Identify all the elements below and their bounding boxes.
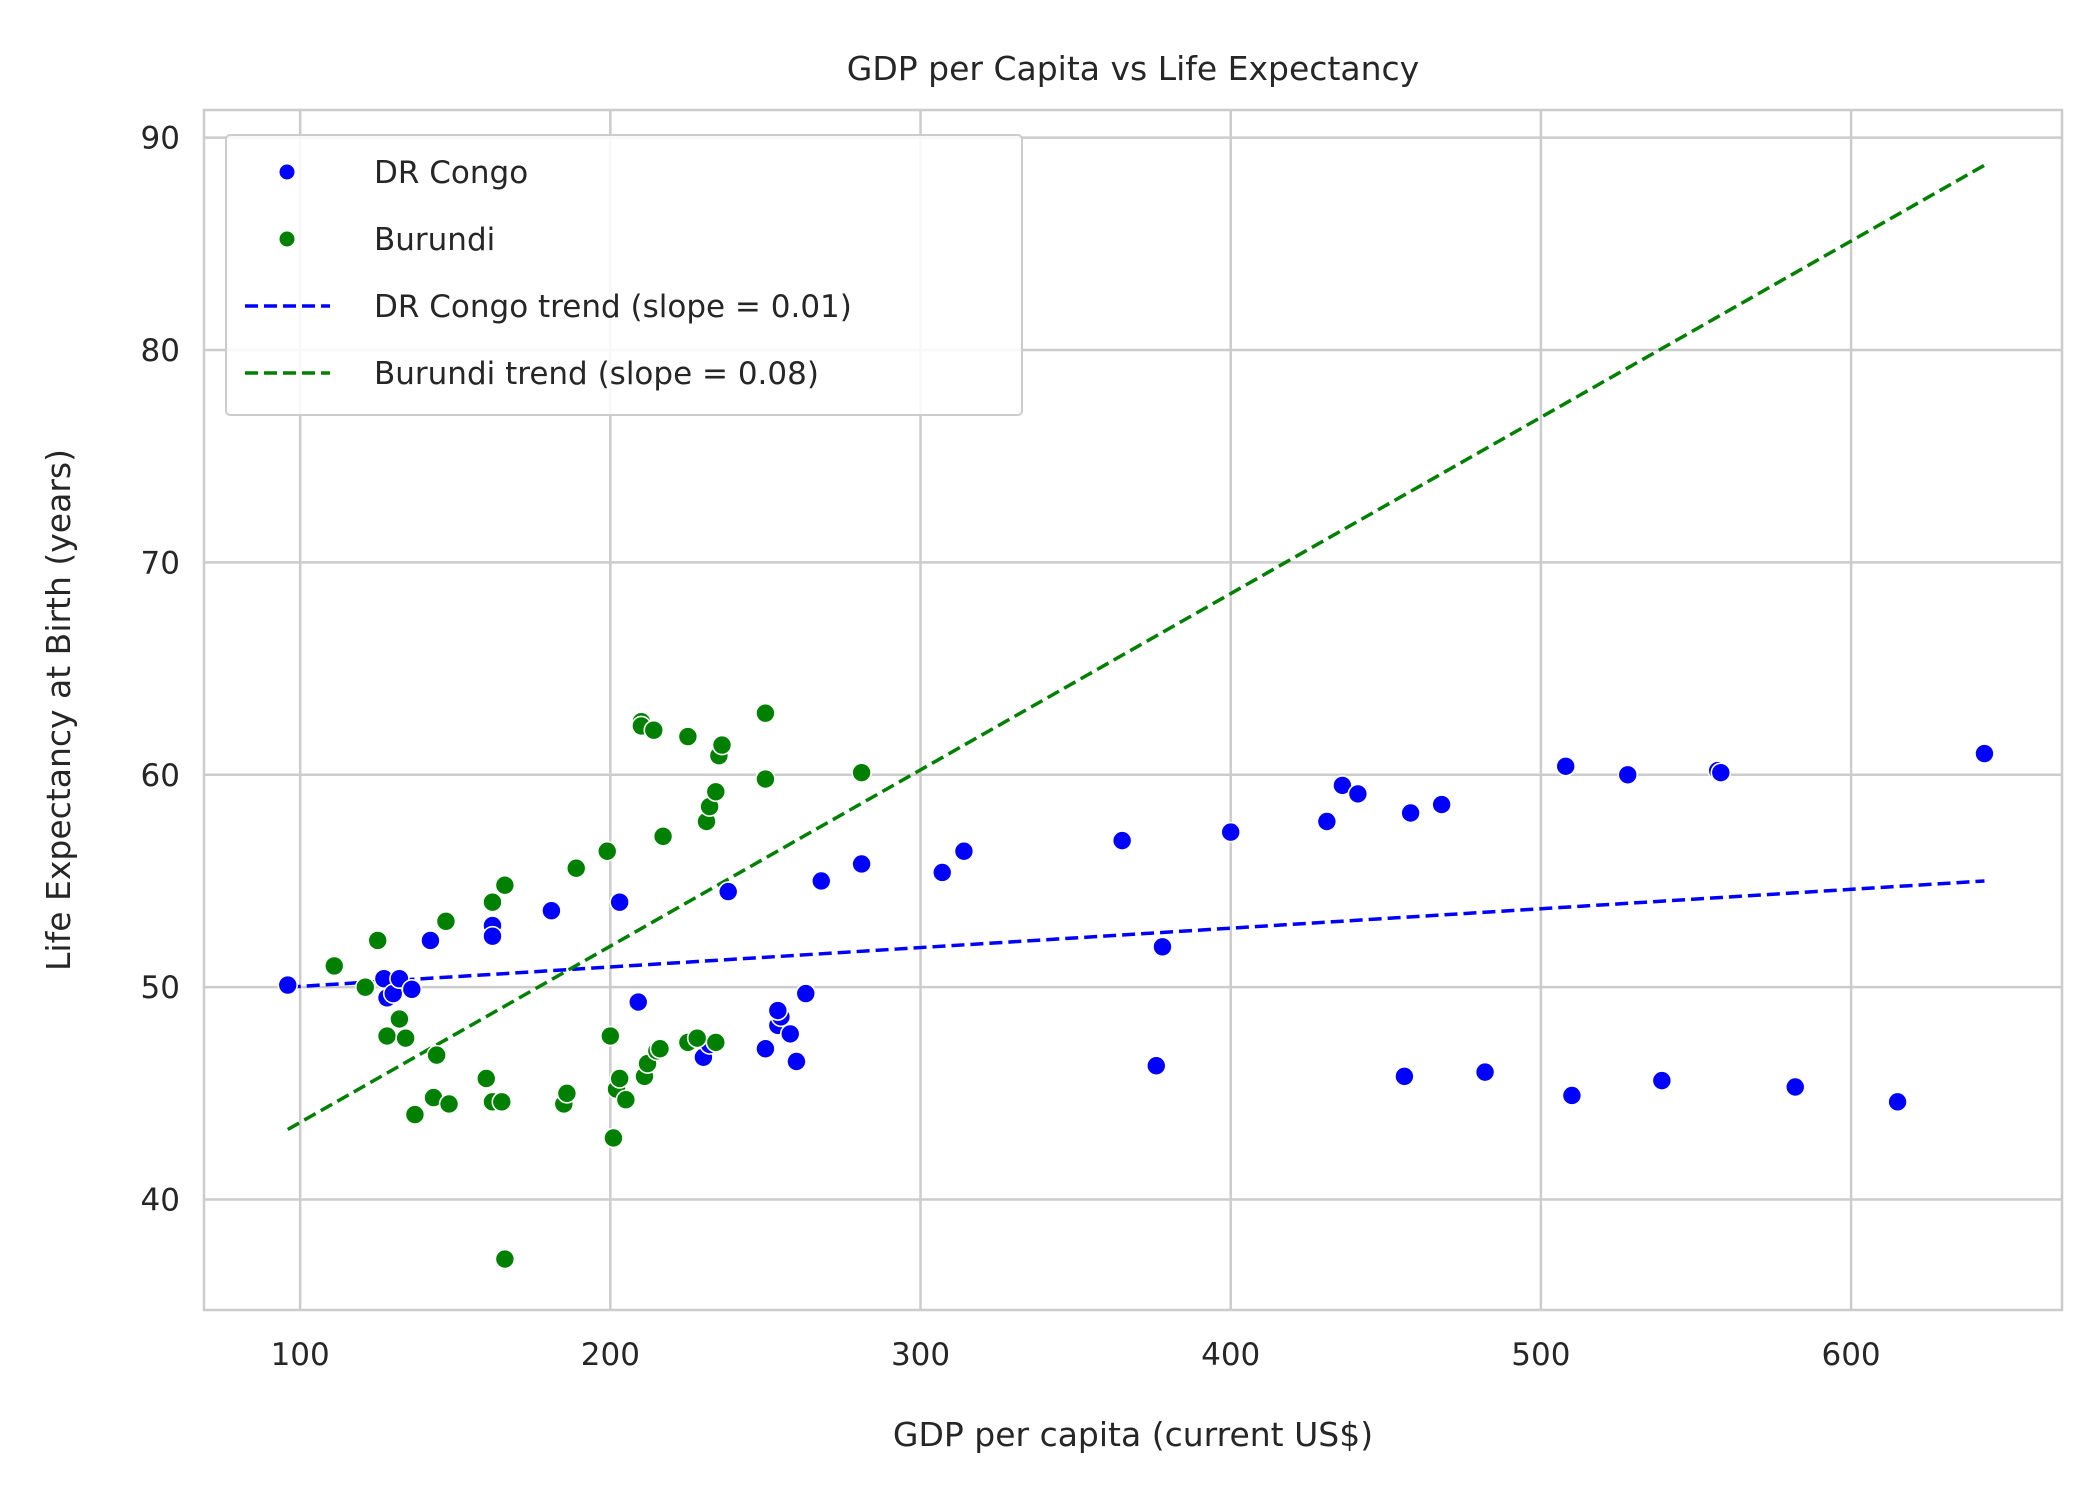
data-point-dr-congo <box>1784 1076 1806 1098</box>
trend-lines <box>286 163 1986 1131</box>
data-point-dr-congo <box>1474 1061 1496 1083</box>
data-point-burundi <box>494 874 516 896</box>
data-point-dr-congo <box>1555 755 1577 777</box>
data-point-burundi <box>354 976 376 998</box>
legend-label-dr-congo-trend: DR Congo trend (slope = 0.01) <box>374 289 852 325</box>
data-point-dr-congo <box>1145 1055 1167 1077</box>
data-point-burundi <box>367 930 389 951</box>
data-point-burundi <box>426 1044 447 1066</box>
data-point-dr-congo <box>717 881 739 902</box>
x-tick-label: 500 <box>1511 1337 1570 1373</box>
data-point-burundi <box>475 1068 497 1089</box>
legend-marker-dr-congo <box>279 164 295 180</box>
data-point-dr-congo <box>795 983 817 1004</box>
data-point-burundi <box>323 955 345 977</box>
data-point-dr-congo <box>609 891 630 913</box>
data-point-dr-congo <box>1617 764 1639 786</box>
data-point-burundi <box>851 762 872 783</box>
data-point-burundi <box>600 1025 621 1047</box>
data-point-dr-congo <box>755 1038 776 1060</box>
legend-label-burundi: Burundi <box>374 222 495 258</box>
data-point-burundi <box>389 1008 410 1030</box>
y-tick-label: 60 <box>141 758 180 794</box>
data-point-dr-congo <box>1111 830 1133 851</box>
legend-box <box>225 134 1023 416</box>
data-point-burundi <box>376 1025 398 1047</box>
data-point-burundi <box>677 726 699 747</box>
data-point-burundi <box>556 1083 578 1104</box>
data-point-dr-congo <box>786 1051 807 1072</box>
data-point-burundi <box>395 1027 416 1049</box>
data-point-burundi <box>643 719 665 741</box>
data-point-dr-congo <box>1400 802 1421 824</box>
data-point-dr-congo <box>931 862 953 883</box>
data-point-dr-congo <box>1887 1091 1908 1113</box>
x-tick-label: 200 <box>581 1337 640 1373</box>
data-point-burundi <box>609 1068 630 1089</box>
y-tick-label: 70 <box>141 545 180 581</box>
x-axis-label: GDP per capita (current US$) <box>893 1415 1373 1454</box>
data-point-dr-congo <box>1431 794 1452 815</box>
legend-marker-burundi <box>279 231 295 247</box>
data-point-dr-congo <box>482 925 503 947</box>
data-point-dr-congo <box>1710 762 1732 783</box>
x-tick-label: 300 <box>891 1337 950 1373</box>
data-point-dr-congo <box>627 991 649 1013</box>
data-point-burundi <box>494 1248 516 1270</box>
trend-line-burundi <box>286 163 1986 1131</box>
y-tick-label: 80 <box>141 333 180 369</box>
tick-labels: 100 200 300 400 500 600 40 50 60 70 80 90 <box>141 121 1881 1373</box>
data-point-dr-congo <box>953 840 975 862</box>
y-tick-label: 50 <box>141 970 180 1006</box>
data-point-burundi <box>711 734 733 756</box>
data-point-burundi <box>491 1091 513 1113</box>
data-point-dr-congo <box>1347 783 1369 805</box>
legend-label-burundi-trend: Burundi trend (slope = 0.08) <box>374 356 819 392</box>
data-point-dr-congo <box>1152 936 1173 958</box>
y-tick-label: 40 <box>141 1183 180 1219</box>
y-tick-label: 90 <box>141 121 180 157</box>
legend-label-dr-congo: DR Congo <box>374 155 528 191</box>
data-point-dr-congo <box>420 930 441 951</box>
data-point-dr-congo <box>767 1000 789 1021</box>
data-point-dr-congo <box>1561 1085 1583 1106</box>
data-point-burundi <box>652 826 674 847</box>
data-point-burundi <box>438 1093 460 1115</box>
chart-title: GDP per Capita vs Life Expectancy <box>847 49 1419 88</box>
data-point-dr-congo <box>541 900 562 922</box>
data-points <box>277 702 1995 1270</box>
data-point-dr-congo <box>851 853 872 875</box>
data-point-dr-congo <box>1651 1070 1673 1091</box>
data-point-burundi <box>404 1104 426 1125</box>
data-point-burundi <box>482 891 503 913</box>
data-point-dr-congo <box>810 870 832 892</box>
legend: DR Congo Burundi DR Congo trend (slope =… <box>225 134 1023 416</box>
data-point-burundi <box>435 911 457 932</box>
plot-frame <box>202 108 2064 1312</box>
data-point-burundi <box>755 702 776 724</box>
data-point-dr-congo <box>1220 821 1242 843</box>
data-point-burundi <box>596 840 618 862</box>
data-point-dr-congo <box>277 974 299 996</box>
data-point-burundi <box>615 1089 637 1111</box>
trend-line-dr-congo <box>287 879 1985 989</box>
x-tick-label: 100 <box>271 1337 330 1373</box>
data-point-burundi <box>705 781 727 803</box>
data-point-dr-congo <box>1394 1066 1415 1087</box>
data-point-burundi <box>686 1027 708 1049</box>
x-tick-label: 600 <box>1821 1337 1880 1373</box>
data-point-burundi <box>705 1032 727 1053</box>
data-point-burundi <box>603 1127 624 1149</box>
data-point-dr-congo <box>779 1023 801 1045</box>
data-point-dr-congo <box>1974 743 1995 764</box>
data-point-burundi <box>649 1038 671 1060</box>
data-point-burundi <box>565 857 587 879</box>
data-point-dr-congo <box>1316 811 1338 832</box>
x-tick-label: 400 <box>1201 1337 1260 1373</box>
data-point-dr-congo <box>401 978 423 1000</box>
data-point-burundi <box>755 768 776 790</box>
y-axis-label: Life Expectancy at Birth (years) <box>39 449 78 971</box>
data-point-dr-congo <box>1332 775 1353 796</box>
